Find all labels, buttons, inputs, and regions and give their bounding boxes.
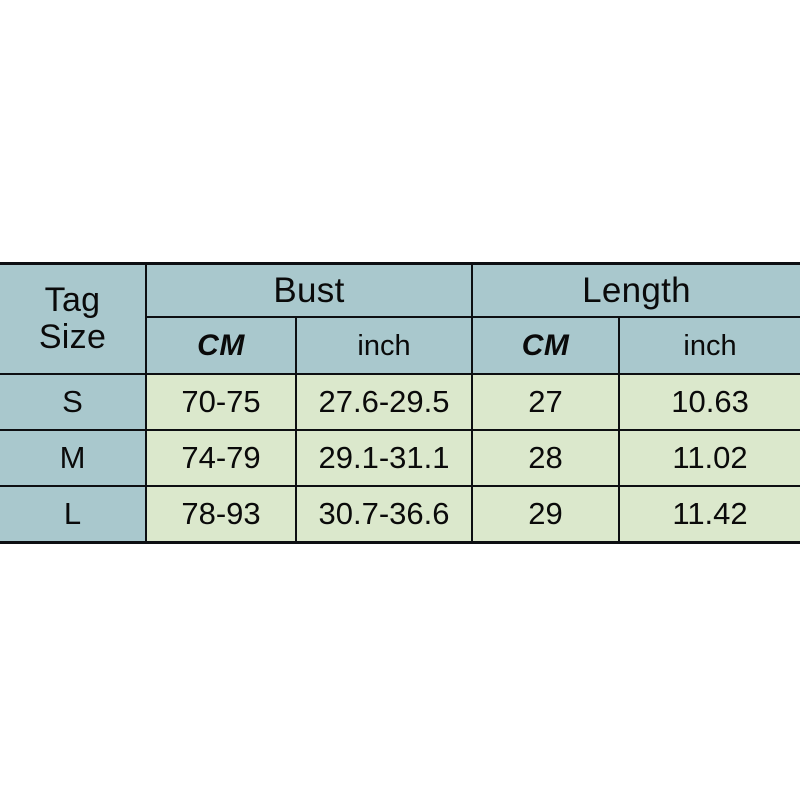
header-cell-length-inch: inch (618, 316, 800, 375)
table-row: M 74-79 29.1-31.1 28 11.02 (0, 429, 800, 487)
cell-size-label: L (0, 485, 147, 544)
header-cell-bust: Bust (144, 262, 474, 318)
header-cell-bust-cm: CM (146, 316, 297, 375)
cell-size-label: M (0, 429, 147, 487)
cell-bust-cm: 70-75 (145, 373, 297, 431)
cell-length-inch: 11.42 (618, 485, 800, 544)
cell-length-cm: 27 (471, 373, 621, 431)
cell-length-inch: 10.63 (618, 373, 800, 431)
cell-bust-cm: 74-79 (145, 429, 297, 487)
header-bust-cm-label: CM (197, 328, 245, 362)
table-header-unit-row: CM inch CM inch (0, 316, 800, 375)
header-tag-size-line-1: Tag (44, 281, 101, 320)
cell-length-inch: 11.02 (618, 429, 800, 487)
header-cell-length: Length (471, 262, 800, 318)
header-tag-size-line-2: Size (38, 318, 107, 356)
cell-bust-inch: 30.7-36.6 (294, 485, 474, 544)
header-cell-length-cm: CM (471, 316, 621, 375)
table-header-group-row: Tag Size Bust Length (0, 262, 800, 375)
header-cell-tag-size: Tag Size (0, 262, 147, 375)
cell-bust-inch: 27.6-29.5 (294, 373, 474, 431)
header-length-cm-label: CM (521, 328, 570, 362)
size-chart-table: Tag Size Bust Length CM inch CM inch S 7… (0, 262, 800, 544)
table-row: S 70-75 27.6-29.5 27 10.63 (0, 373, 800, 431)
cell-size-label: S (0, 373, 147, 431)
cell-length-cm: 28 (471, 429, 621, 487)
cell-length-cm: 29 (471, 485, 621, 544)
cell-bust-cm: 78-93 (145, 485, 297, 544)
table-row: L 78-93 30.7-36.6 29 11.42 (0, 485, 800, 544)
cell-bust-inch: 29.1-31.1 (294, 429, 474, 487)
header-length-inch-label: inch (683, 329, 737, 362)
header-bust-inch-label: inch (357, 329, 411, 362)
header-cell-bust-inch: inch (294, 316, 474, 375)
